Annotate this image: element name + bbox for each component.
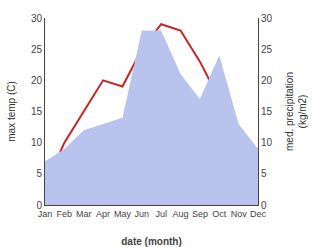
svg-text:15: 15 [31,106,43,117]
svg-text:25: 25 [261,44,273,55]
svg-text:30: 30 [261,13,273,24]
svg-text:max temp (C): max temp (C) [6,81,17,142]
svg-text:Nov: Nov [231,209,248,219]
svg-text:Mar: Mar [76,209,92,219]
svg-text:med. precipitation(kg/m2): med. precipitation(kg/m2) [284,72,308,151]
svg-text:15: 15 [261,106,273,117]
svg-text:May: May [114,209,132,219]
svg-text:Oct: Oct [212,209,227,219]
svg-text:20: 20 [31,75,43,86]
svg-text:Feb: Feb [57,209,73,219]
svg-text:0: 0 [261,200,267,211]
svg-text:Jun: Jun [135,209,150,219]
svg-text:Aug: Aug [173,209,189,219]
svg-text:0: 0 [36,200,42,211]
svg-text:5: 5 [261,168,267,179]
svg-text:20: 20 [261,75,273,86]
svg-text:Jul: Jul [155,209,167,219]
svg-text:25: 25 [31,44,43,55]
svg-text:30: 30 [31,13,43,24]
svg-text:10: 10 [31,137,43,148]
svg-text:date (month): date (month) [121,236,182,247]
svg-text:Jan: Jan [38,209,53,219]
svg-text:Apr: Apr [96,209,110,219]
svg-text:Dec: Dec [250,209,267,219]
svg-text:5: 5 [36,168,42,179]
svg-text:10: 10 [261,137,273,148]
svg-text:Sep: Sep [192,209,208,219]
